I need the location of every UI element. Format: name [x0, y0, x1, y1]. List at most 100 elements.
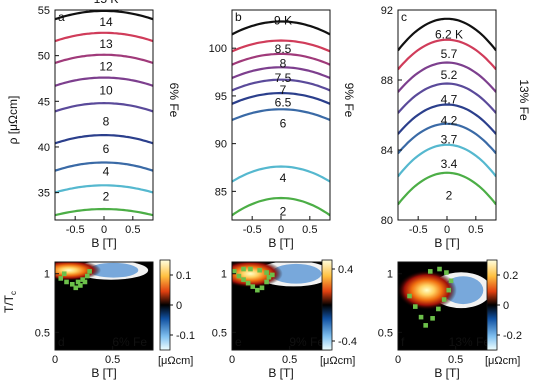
curve-9K [232, 20, 330, 36]
x-axis-label: B [T] [434, 236, 459, 250]
phase-boundary-point [430, 316, 435, 321]
curve-2 [232, 196, 330, 217]
ytick-label: 40 [38, 142, 50, 154]
phase-boundary-point [64, 279, 69, 285]
x-axis-label: B [T] [91, 366, 116, 380]
curve-label-1: 4 [103, 165, 110, 179]
curve-label-4: 10 [99, 83, 113, 97]
panel-letter: e [235, 335, 242, 349]
curve-4_7 [398, 82, 496, 114]
ytick-label: 85 [215, 186, 227, 198]
phase-boundary-point [241, 277, 246, 282]
colorbar-tick-label: -0.4 [338, 336, 357, 348]
composition-label: 9% Fe [342, 83, 356, 118]
curve-12 [55, 76, 153, 87]
curve-14 [55, 31, 153, 43]
phase-boundary-point [75, 279, 81, 285]
phase-boundary-point [82, 279, 88, 285]
phase-boundary-point [248, 266, 253, 272]
panel-letter: f [401, 335, 405, 349]
phase-boundary-point [80, 277, 85, 282]
colorbar-tick-label: 0 [176, 300, 182, 312]
xtick-label: 0 [278, 224, 284, 236]
phase-boundary-point [266, 274, 272, 280]
curve-3_7 [398, 122, 496, 155]
colorbar [486, 259, 498, 351]
curve-label-7: 8.5 [275, 42, 292, 56]
phase-boundary-point [264, 270, 269, 275]
curves [398, 17, 496, 206]
curve-6_5 [232, 91, 330, 105]
curve-label-8: 9 K [274, 14, 292, 28]
curve-label-0: 2 [446, 189, 453, 203]
xtick-label: 0.5 [468, 224, 483, 236]
colorbar-tick-label: 0 [503, 300, 509, 312]
xtick-label: 0.5 [105, 354, 120, 366]
ytick-label: 88 [381, 75, 393, 87]
ytick-label: 95 [215, 91, 227, 103]
panel-letter: d [58, 335, 65, 349]
ytick-label: 90 [215, 139, 227, 151]
colorbar-tick-label: 0.1 [176, 270, 191, 282]
colorbar-unit: [μΩcm] [485, 355, 520, 367]
ytick-label: 84 [381, 145, 393, 157]
phase-boundary-point [437, 266, 442, 272]
colorbar-unit: [μΩcm] [320, 355, 355, 367]
curve-label-0: 2 [280, 204, 287, 218]
colorbar-tick-label: 0.2 [503, 270, 518, 282]
curve-label-8: 15 K [94, 0, 119, 6]
phase-boundary-point [407, 293, 412, 299]
composition-label: 13% Fe [517, 79, 531, 121]
ytick-label: 0.5 [35, 327, 50, 339]
panel-c: 2 3.4 3.7 4.2 4.7 5.2 5.7 6.2 K 80 84 88 92 -0.5 0 0.5… [381, 5, 531, 250]
phase-boundary-point [418, 314, 424, 320]
curve-4_2 [398, 103, 496, 135]
colorbar-tick-label: -0.2 [503, 330, 522, 342]
map-blue-tail [88, 262, 139, 278]
composition-label: 6% Fe [112, 335, 147, 349]
curve-4 [55, 184, 153, 194]
phase-boundary-point [73, 285, 79, 291]
curve-label-7: 6.2 K [435, 28, 463, 42]
curve-2 [398, 171, 496, 206]
xtick-label: -0.5 [66, 224, 85, 236]
curve-label-6: 8 [280, 56, 287, 70]
curve-5_2 [398, 61, 496, 93]
phase-boundary-point [250, 284, 256, 289]
panel-letter: b [235, 10, 242, 24]
curve-label-2: 6 [280, 117, 287, 131]
x-axis-label: B [T] [268, 366, 293, 380]
panel-a: 2 4 6 8 10 12 13 14 15 K 35 40 45 50 55 -0.5 0 0.5 B [T] a… [38, 0, 181, 250]
phase-boundary-point [259, 285, 265, 291]
row2-ylabel: T/Tc [2, 291, 18, 313]
curve-label-5: 5.2 [441, 68, 458, 82]
curve-6_2K [398, 17, 496, 52]
panel-b: 2 4 6 6.577.588.5 9 K 85 90 95 100 -0.5 0 0.5 B [T] b… [209, 9, 356, 250]
curve-label-2: 6 [103, 142, 110, 156]
phase-boundary-point [441, 297, 447, 302]
ytick-label: 1 [221, 269, 227, 281]
phase-boundary-point [61, 271, 67, 277]
ytick-label: 35 [38, 188, 50, 200]
phase-boundary-point [264, 279, 269, 285]
phase-boundary-point [427, 269, 433, 274]
x-axis-label: B [T] [91, 236, 116, 250]
ytick-label: 92 [381, 5, 393, 17]
xtick-label: -0.5 [409, 224, 428, 236]
curve-label-6: 13 [99, 37, 113, 51]
phase-boundary-point [448, 278, 454, 284]
phase-boundary-point [412, 304, 418, 309]
map-field [398, 262, 496, 350]
map-blue-tail [270, 263, 322, 284]
ytick-label: 45 [38, 96, 50, 108]
curve-label-3: 4.2 [441, 113, 458, 127]
ytick-label: 50 [38, 51, 50, 63]
phase-boundary-point [87, 269, 92, 274]
xtick-label: 0.5 [302, 224, 317, 236]
curve-3_4 [398, 143, 496, 178]
ytick-label: 1 [387, 269, 393, 281]
x-axis-label: B [T] [434, 366, 459, 380]
axes-frame [54, 261, 154, 351]
panel-letter: a [58, 10, 65, 24]
